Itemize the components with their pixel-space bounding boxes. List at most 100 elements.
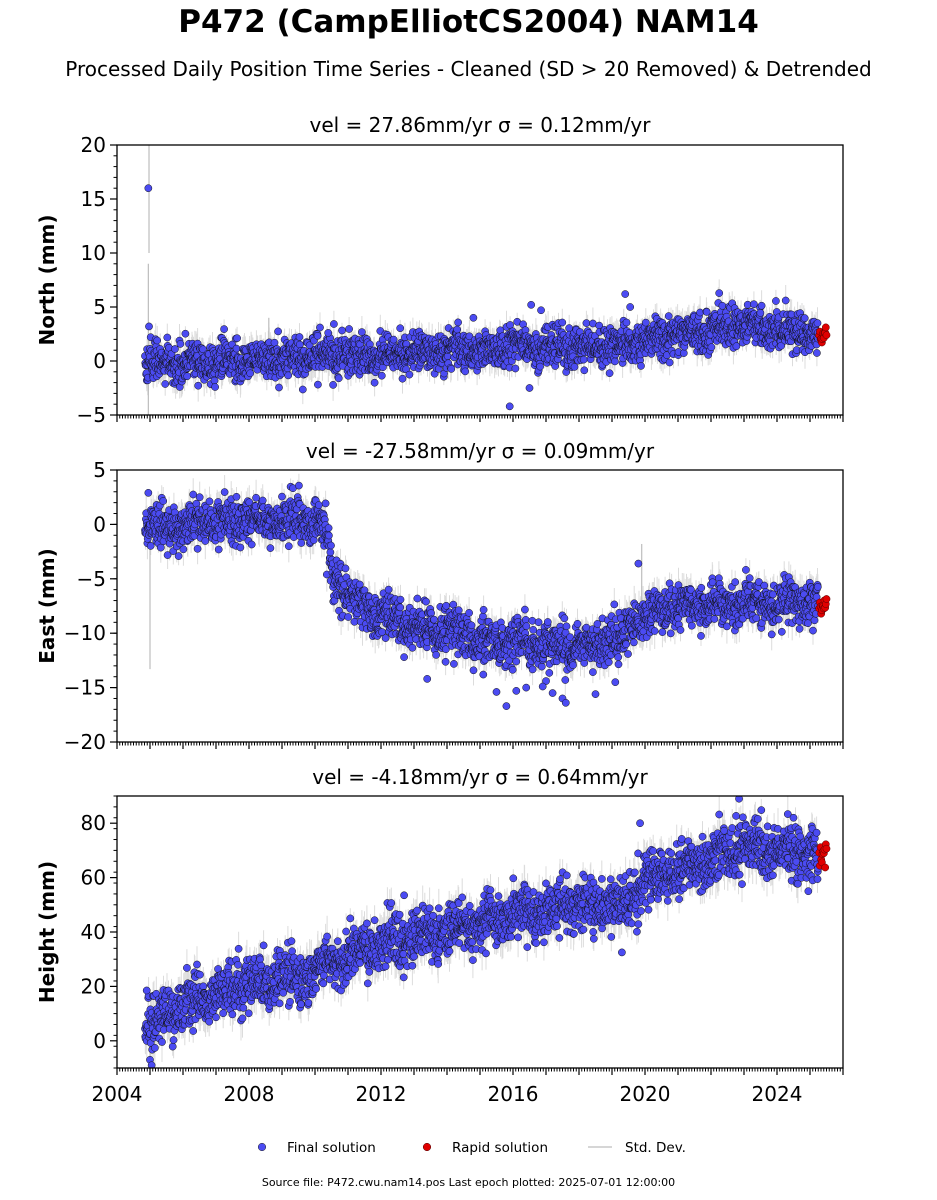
final-point <box>454 318 462 327</box>
final-point <box>156 543 165 552</box>
y-tick-label: 0 <box>93 512 106 536</box>
final-point <box>176 340 185 348</box>
final-point <box>697 583 706 592</box>
final-point <box>370 378 379 387</box>
final-point <box>528 665 537 674</box>
y-tick-label: 5 <box>93 295 106 319</box>
final-point <box>809 626 817 635</box>
final-point <box>777 627 786 636</box>
y-tick-label: 15 <box>81 187 106 211</box>
final-point <box>432 651 440 659</box>
final-outlier-point <box>145 322 153 331</box>
rapid-point <box>822 331 831 339</box>
final-point <box>398 374 407 383</box>
final-point <box>757 301 766 310</box>
final-point <box>804 619 812 628</box>
final-point <box>295 481 303 490</box>
final-point <box>193 544 202 553</box>
final-point <box>461 367 470 376</box>
final-point <box>325 531 333 540</box>
final-point <box>756 309 765 317</box>
final-outlier-point <box>561 698 570 707</box>
final-point <box>252 493 260 502</box>
final-point <box>562 622 571 631</box>
final-point <box>396 603 405 612</box>
final-point <box>465 609 473 617</box>
final-point <box>593 620 602 628</box>
final-point <box>604 658 613 667</box>
final-point <box>258 496 267 505</box>
final-point <box>715 289 724 297</box>
y-axis: −20−15−10−505 <box>64 458 117 754</box>
final-point <box>205 497 214 506</box>
y-tick-label: 10 <box>81 241 106 265</box>
final-point <box>650 627 659 635</box>
final-point <box>183 372 192 381</box>
final-point <box>511 364 520 373</box>
final-point <box>309 536 318 544</box>
final-point <box>345 325 353 333</box>
final-point <box>558 318 567 327</box>
final-point <box>195 493 204 502</box>
final-outlier-point <box>538 682 547 691</box>
final-point <box>211 383 219 391</box>
final-point <box>605 369 614 378</box>
final-point <box>159 497 168 505</box>
final-point <box>579 355 588 364</box>
y-tick-label: −20 <box>64 730 106 754</box>
final-outlier-point <box>512 687 521 695</box>
final-point <box>247 540 256 549</box>
final-point <box>313 331 322 340</box>
final-point <box>232 492 241 501</box>
final-point <box>707 343 716 352</box>
final-point <box>384 585 393 594</box>
final-point <box>422 597 430 606</box>
final-point <box>441 657 450 666</box>
final-point <box>508 665 517 674</box>
final-point <box>278 492 286 501</box>
final-point <box>522 622 531 631</box>
final-point <box>781 296 790 305</box>
final-point <box>449 600 458 609</box>
final-point <box>442 601 451 610</box>
final-point <box>614 653 623 662</box>
final-point <box>430 615 438 624</box>
final-point <box>569 661 577 670</box>
final-point <box>214 545 223 554</box>
final-solution-points <box>141 184 822 411</box>
final-point <box>622 640 631 649</box>
final-point <box>284 542 293 551</box>
final-point <box>641 318 650 327</box>
final-point <box>246 369 255 378</box>
final-point <box>174 552 183 560</box>
plot-area <box>141 145 831 415</box>
rapid-point <box>822 595 831 603</box>
final-point <box>718 301 727 310</box>
final-point <box>454 606 463 615</box>
final-outlier-point <box>525 384 534 392</box>
final-point <box>334 374 343 383</box>
final-point <box>772 297 780 305</box>
final-outlier-point <box>626 303 635 311</box>
final-point <box>521 605 529 614</box>
final-point <box>358 328 366 336</box>
final-point <box>199 345 207 354</box>
final-point <box>284 371 293 380</box>
final-point <box>614 660 623 669</box>
y-tick-label: 0 <box>93 349 106 373</box>
final-point <box>465 332 474 341</box>
final-point <box>377 371 386 380</box>
final-point <box>658 628 667 636</box>
final-outlier-point <box>537 306 545 315</box>
final-point <box>664 312 673 320</box>
final-point <box>676 626 685 634</box>
final-outlier-point <box>527 300 536 309</box>
final-point <box>220 488 229 496</box>
final-point <box>573 619 582 628</box>
final-point <box>189 490 198 499</box>
y-tick-label: −5 <box>77 403 106 427</box>
final-point <box>314 501 323 509</box>
final-point <box>467 621 476 630</box>
